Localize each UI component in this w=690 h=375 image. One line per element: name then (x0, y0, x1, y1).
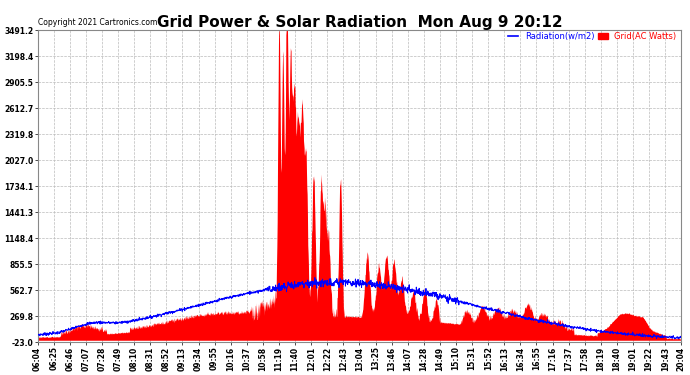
Text: Copyright 2021 Cartronics.com: Copyright 2021 Cartronics.com (37, 18, 157, 27)
Legend: Radiation(w/m2), Grid(AC Watts): Radiation(w/m2), Grid(AC Watts) (507, 32, 677, 42)
Title: Grid Power & Solar Radiation  Mon Aug 9 20:12: Grid Power & Solar Radiation Mon Aug 9 2… (157, 15, 562, 30)
